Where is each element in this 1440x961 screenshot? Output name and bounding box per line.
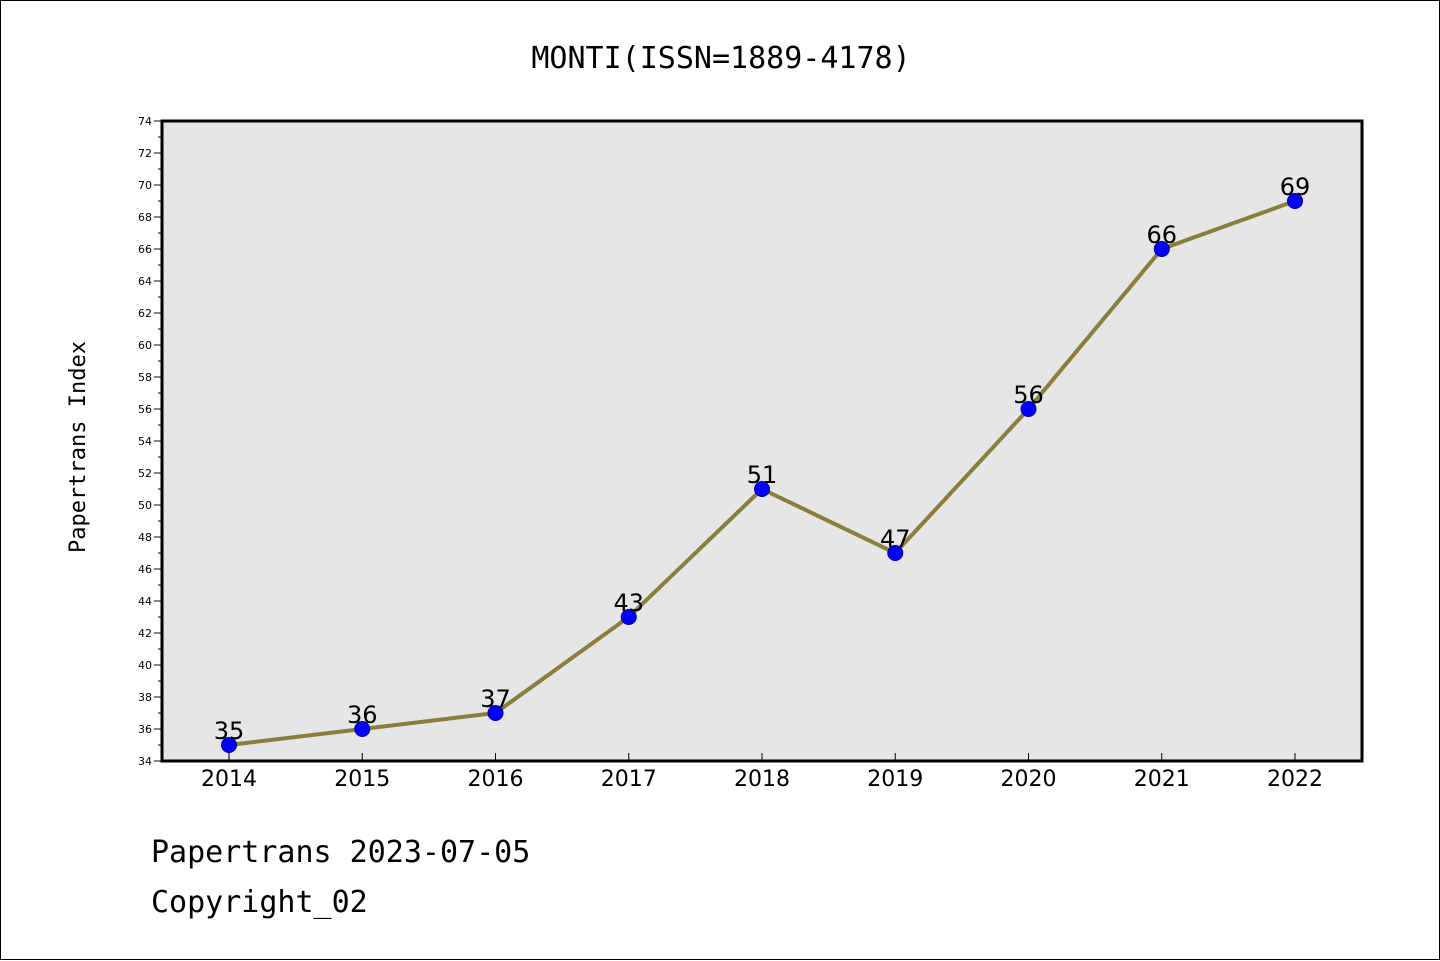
data-point (1020, 401, 1037, 417)
y-tick-label: 56 (138, 403, 152, 416)
data-point (754, 481, 770, 497)
data-label: 36 (347, 701, 378, 729)
x-tick-label: 2018 (734, 767, 790, 792)
data-point (354, 721, 371, 737)
y-tick-label: 64 (138, 275, 152, 288)
data-label: 43 (613, 589, 644, 617)
y-tick-label: 38 (138, 691, 152, 704)
data-label: 35 (214, 717, 245, 745)
data-point (620, 609, 637, 625)
x-tick-label: 2021 (1134, 767, 1190, 792)
x-tick-label: 2017 (601, 767, 657, 792)
y-tick-label: 42 (138, 627, 152, 640)
data-point (887, 545, 904, 561)
y-tick-label: 44 (138, 595, 152, 608)
y-tick-label: 62 (138, 307, 152, 320)
y-axis-label: Papertrans Index (66, 341, 91, 553)
y-axis-ticks: 34 36 38 40 42 44 46 48 50 52 54 56 58 60 62 64 66 68 70 72… (138, 115, 162, 768)
series-group: 35 36 37 43 51 47 56 66 69 (214, 173, 1311, 753)
x-tick-label: 2016 (468, 767, 524, 792)
y-tick-label: 68 (138, 211, 152, 224)
y-tick-label: 60 (138, 339, 152, 352)
y-tick-label: 48 (138, 531, 152, 544)
plot-border (160, 119, 1364, 763)
y-tick-label: 74 (138, 115, 152, 128)
data-point (1153, 241, 1170, 257)
data-label: 66 (1146, 221, 1177, 249)
y-tick-label: 34 (138, 755, 152, 768)
y-tick-label: 70 (138, 179, 152, 192)
data-label: 37 (480, 685, 511, 713)
x-axis-ticks: 2014 2015 2016 2017 2018 2019 2020 2021 2022 (201, 753, 1323, 792)
y-tick-label: 52 (138, 467, 152, 480)
data-label: 56 (1013, 381, 1044, 409)
y-tick-label: 54 (138, 435, 152, 448)
data-point (1287, 193, 1303, 209)
x-tick-label: 2014 (201, 767, 257, 792)
data-point (221, 737, 237, 753)
x-tick-label: 2019 (867, 767, 923, 792)
data-label: 47 (880, 525, 911, 553)
x-tick-label: 2015 (334, 767, 390, 792)
data-label: 51 (747, 461, 778, 489)
chart-title: MONTI(ISSN=1889-4178) (531, 41, 910, 76)
y-tick-label: 46 (138, 563, 152, 576)
y-tick-label: 40 (138, 659, 152, 672)
footer-copyright: Copyright_02 (151, 885, 368, 920)
data-label: 69 (1280, 173, 1311, 201)
y-tick-label: 36 (138, 723, 152, 736)
x-tick-label: 2020 (1001, 767, 1057, 792)
y-tick-label: 72 (138, 147, 152, 160)
data-point (487, 705, 504, 721)
footer-date: Papertrans 2023-07-05 (151, 835, 531, 870)
y-tick-label: 66 (138, 243, 152, 256)
x-tick-label: 2022 (1267, 767, 1323, 792)
y-tick-label: 50 (138, 499, 152, 512)
y-tick-label: 58 (138, 371, 152, 384)
plot-area (162, 121, 1362, 761)
